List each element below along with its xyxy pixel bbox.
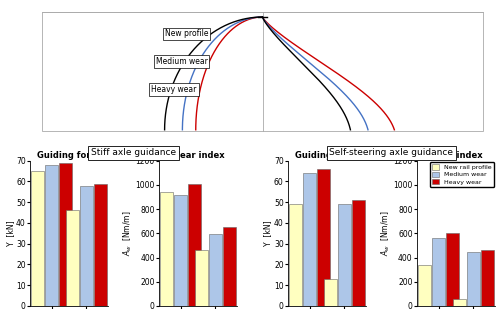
- Y-axis label: Y  [kN]: Y [kN]: [6, 221, 15, 246]
- Bar: [352, 200, 364, 306]
- Title: Guiding force: Guiding force: [37, 151, 101, 160]
- Bar: [432, 238, 445, 306]
- Text: New profile: New profile: [164, 29, 208, 39]
- Bar: [338, 204, 350, 306]
- Bar: [60, 163, 72, 306]
- Bar: [289, 204, 302, 306]
- Text: Heavy wear: Heavy wear: [151, 85, 196, 94]
- Bar: [174, 195, 188, 306]
- Bar: [188, 184, 202, 306]
- Y-axis label: $A_w$  [Nm/m]: $A_w$ [Nm/m]: [380, 210, 392, 256]
- Title: Wear index: Wear index: [429, 151, 482, 160]
- Bar: [318, 169, 330, 306]
- Y-axis label: Y  [kN]: Y [kN]: [264, 221, 272, 246]
- Bar: [452, 298, 466, 306]
- Text: Stiff axle guidance: Stiff axle guidance: [91, 148, 176, 158]
- Bar: [446, 233, 460, 306]
- Bar: [208, 234, 222, 306]
- Y-axis label: $A_w$  [Nm/m]: $A_w$ [Nm/m]: [122, 210, 134, 256]
- Legend: New rail profile, Medium wear, Heavy wear: New rail profile, Medium wear, Heavy wea…: [430, 162, 494, 187]
- Bar: [66, 210, 78, 306]
- Bar: [324, 279, 336, 306]
- Bar: [304, 173, 316, 306]
- Bar: [94, 184, 107, 306]
- Bar: [160, 192, 173, 306]
- Bar: [194, 250, 207, 306]
- Bar: [80, 186, 92, 306]
- Title: Wear index: Wear index: [171, 151, 225, 160]
- Bar: [418, 265, 431, 306]
- Bar: [480, 250, 494, 306]
- Bar: [466, 252, 479, 306]
- Bar: [46, 165, 59, 306]
- Text: Medium wear: Medium wear: [156, 57, 208, 66]
- Bar: [223, 227, 236, 306]
- Title: Guiding force: Guiding force: [295, 151, 359, 160]
- Text: Self-steering axle guidance: Self-steering axle guidance: [330, 148, 454, 158]
- Bar: [32, 171, 44, 306]
